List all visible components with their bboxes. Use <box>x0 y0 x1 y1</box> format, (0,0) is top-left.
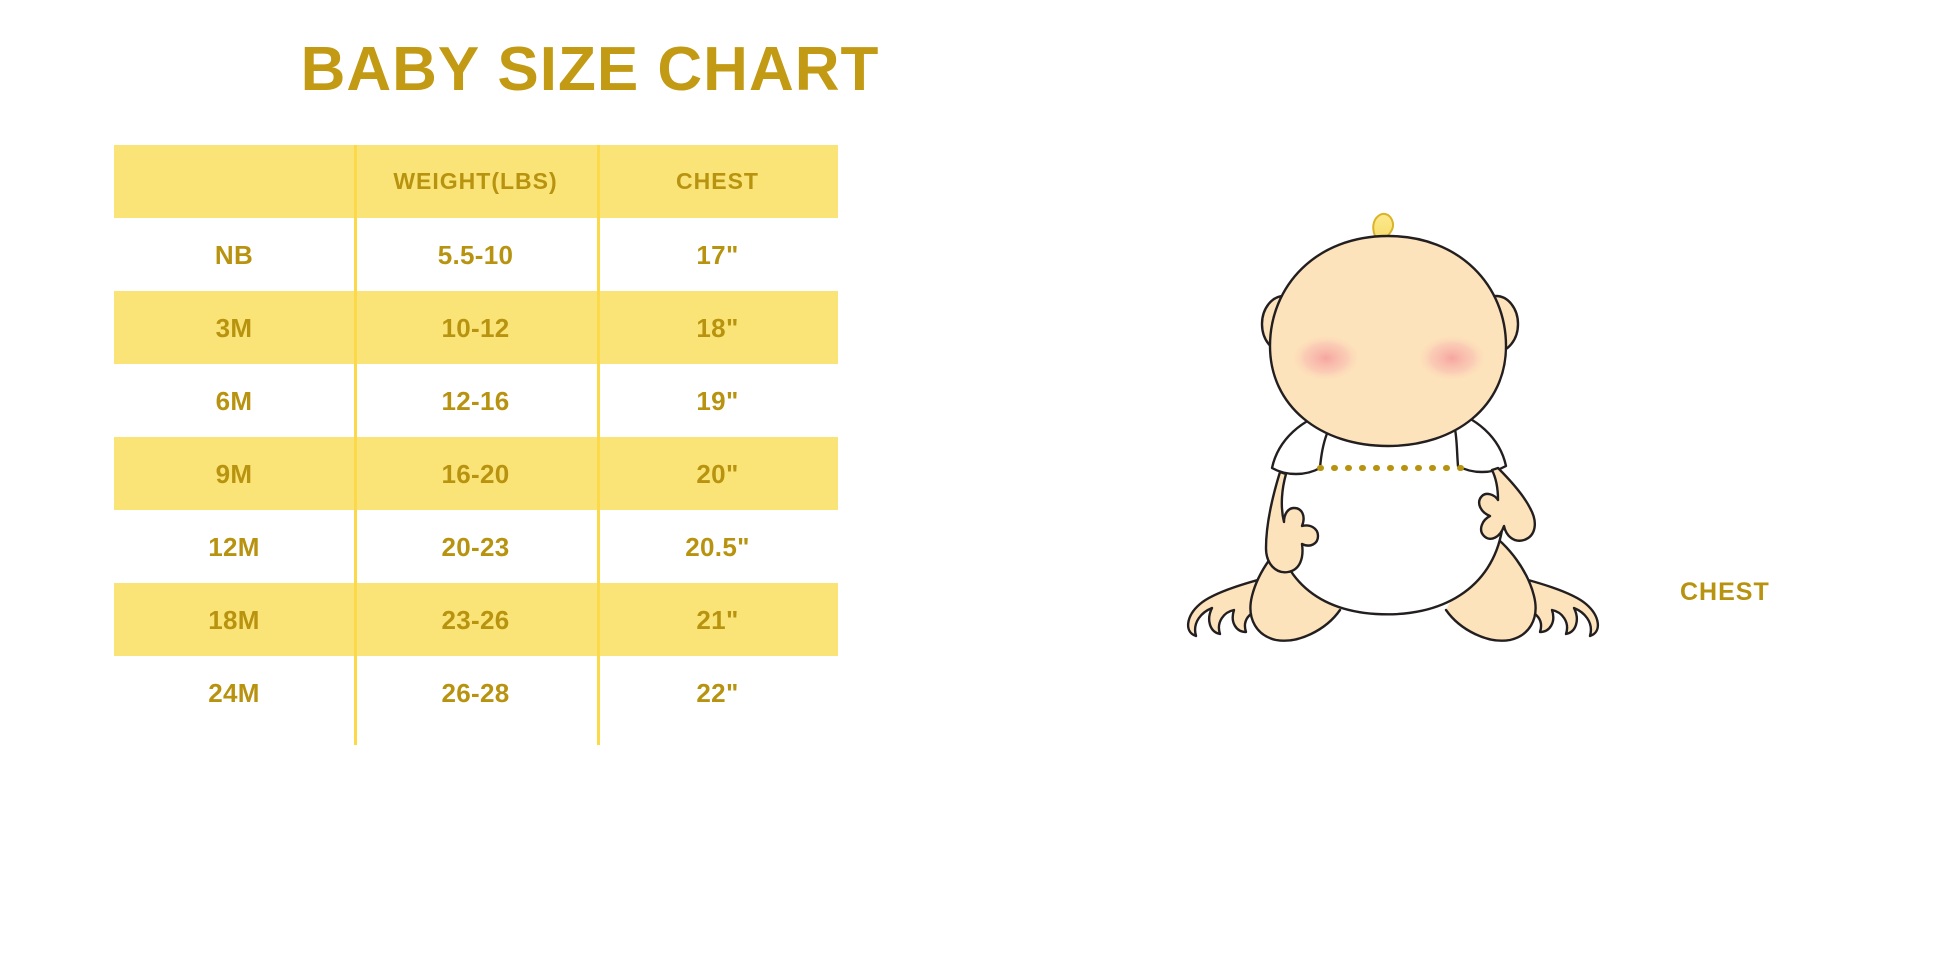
head <box>1268 234 1508 448</box>
table-row: 9M 16-20 20" <box>114 437 838 510</box>
table-row: 24M 26-28 22" <box>114 656 838 729</box>
cell-chest: 20.5" <box>685 531 750 562</box>
table-row: 12M 20-23 20.5" <box>114 510 838 583</box>
cell-chest: 21" <box>696 604 739 635</box>
cell-weight: 20-23 <box>441 531 510 562</box>
cell-size: 6M <box>215 385 253 416</box>
size-chart-table: WEIGHT(LBS) CHEST NB 5.5-10 17" 3M 10-12… <box>114 145 838 745</box>
chest-measure-label: CHEST <box>1680 578 1770 606</box>
table-row: 6M 12-16 19" <box>114 364 838 437</box>
baby-illustration <box>1180 200 1680 760</box>
cell-weight: 26-28 <box>441 677 510 708</box>
cell-weight: 10-12 <box>441 312 510 343</box>
left-hand <box>1264 470 1320 574</box>
cell-chest: 18" <box>696 312 739 343</box>
cell-weight: 16-20 <box>441 458 510 489</box>
cell-chest: 19" <box>696 385 739 416</box>
table-row: 3M 10-12 18" <box>114 291 838 364</box>
cell-weight: 5.5-10 <box>437 239 514 270</box>
cell-weight: 12-16 <box>441 385 510 416</box>
cell-size: 18M <box>208 604 260 635</box>
right-hand <box>1478 466 1536 542</box>
cell-size: NB <box>214 239 254 270</box>
cell-size: 24M <box>208 677 260 708</box>
page-title: BABY SIZE CHART <box>300 35 880 104</box>
baby-figure-svg <box>1187 213 1599 642</box>
column-divider-1 <box>354 145 357 745</box>
table-header-row: WEIGHT(LBS) CHEST <box>114 145 838 218</box>
header-cell-weight: WEIGHT(LBS) <box>393 168 558 194</box>
cell-chest: 17" <box>696 239 739 270</box>
table-row: 18M 23-26 21" <box>114 583 838 656</box>
header-cell-chest: CHEST <box>676 168 759 194</box>
right-cheek-blush <box>1416 334 1488 382</box>
left-cheek-blush <box>1290 334 1362 382</box>
cell-chest: 22" <box>696 677 739 708</box>
right-leg <box>1444 528 1537 642</box>
cell-size: 9M <box>215 458 253 489</box>
column-divider-2 <box>597 145 600 745</box>
cell-size: 12M <box>208 531 260 562</box>
cell-chest: 20" <box>696 458 739 489</box>
cell-size: 3M <box>215 312 253 343</box>
cell-weight: 23-26 <box>441 604 510 635</box>
table-row: NB 5.5-10 17" <box>114 218 838 291</box>
